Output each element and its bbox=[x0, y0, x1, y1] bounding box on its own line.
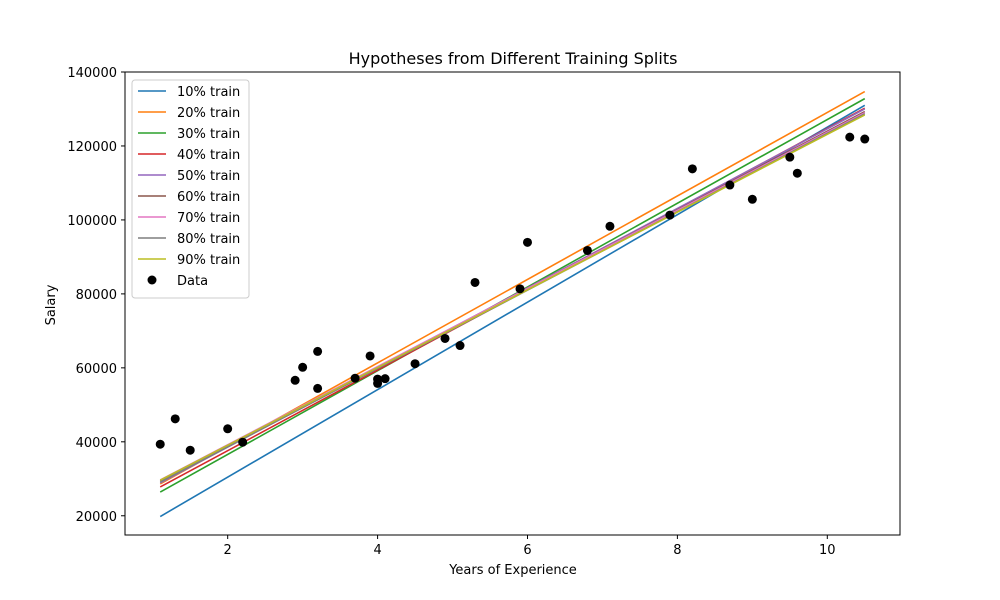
legend-label-4: 40% train bbox=[177, 148, 240, 163]
y-tick-label: 100000 bbox=[67, 214, 117, 229]
data-point bbox=[785, 152, 795, 162]
data-point bbox=[522, 237, 532, 247]
data-point bbox=[380, 374, 390, 384]
data-point bbox=[687, 164, 697, 174]
data-point bbox=[298, 362, 308, 372]
data-point bbox=[313, 346, 323, 356]
x-tick-label: 2 bbox=[224, 543, 232, 558]
data-point bbox=[470, 277, 480, 287]
legend: 10% train 20% train 30% train 40% train 50% … bbox=[131, 79, 250, 299]
y-tick-label: 140000 bbox=[67, 66, 117, 81]
legend-label-1: 10% train bbox=[177, 85, 240, 100]
legend-label-data: Data bbox=[177, 274, 208, 289]
data-point bbox=[313, 383, 323, 393]
axes-frame bbox=[124, 71, 901, 536]
data-point bbox=[170, 414, 180, 424]
data-point bbox=[223, 424, 233, 434]
data-point bbox=[860, 134, 870, 144]
data-point bbox=[365, 351, 375, 361]
y-tick-label: 20000 bbox=[76, 510, 117, 525]
y-tick-label: 60000 bbox=[76, 362, 117, 377]
chart-title: Hypotheses from Different Training Split… bbox=[349, 49, 678, 68]
y-tick-label: 40000 bbox=[76, 436, 117, 451]
data-point bbox=[440, 333, 450, 343]
data-point bbox=[410, 359, 420, 369]
legend-label-6: 60% train bbox=[177, 190, 240, 205]
x-axis-label: Years of Experience bbox=[448, 563, 577, 578]
legend-label-7: 70% train bbox=[177, 211, 240, 226]
legend-label-5: 50% train bbox=[177, 169, 240, 184]
data-point bbox=[747, 194, 757, 204]
x-tick-label: 10 bbox=[819, 543, 836, 558]
legend-label-9: 90% train bbox=[177, 253, 240, 268]
plot-area bbox=[155, 90, 870, 518]
data-point bbox=[725, 180, 735, 190]
data-point bbox=[845, 132, 855, 142]
axes: 2 4 6 8 10 20000 40000 60000 80000 100000 120000 14… bbox=[67, 66, 901, 558]
data-point bbox=[350, 373, 360, 383]
data-point bbox=[290, 375, 300, 385]
y-tick-label: 120000 bbox=[67, 140, 117, 155]
series-line-9 bbox=[159, 114, 866, 481]
data-point bbox=[792, 168, 802, 178]
x-tick-label: 8 bbox=[673, 543, 681, 558]
data-point bbox=[665, 210, 675, 220]
legend-label-3: 30% train bbox=[177, 127, 240, 142]
data-point bbox=[373, 374, 383, 384]
legend-swatch-data bbox=[147, 275, 157, 285]
data-point bbox=[605, 221, 615, 231]
data-point bbox=[455, 341, 465, 351]
legend-label-2: 20% train bbox=[177, 106, 240, 121]
x-tick-label: 6 bbox=[523, 543, 531, 558]
data-point bbox=[515, 284, 525, 294]
data-point bbox=[582, 245, 592, 255]
data-point bbox=[155, 439, 165, 449]
data-point bbox=[238, 437, 248, 447]
legend-label-8: 80% train bbox=[177, 232, 240, 247]
y-axis-label: Salary bbox=[44, 284, 59, 325]
x-tick-label: 4 bbox=[373, 543, 381, 558]
y-tick-label: 80000 bbox=[76, 288, 117, 303]
data-point bbox=[185, 445, 195, 455]
legend-box bbox=[131, 79, 250, 299]
